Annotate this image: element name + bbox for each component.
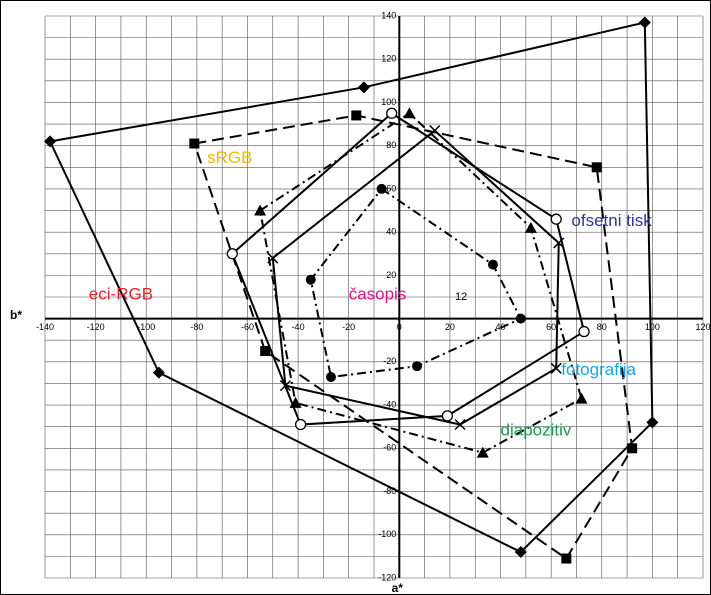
marker <box>454 419 466 431</box>
x-tick-label: -80 <box>190 322 203 332</box>
x-tick-label: -20 <box>342 322 355 332</box>
x-tick-label: -40 <box>292 322 305 332</box>
marker <box>386 107 398 119</box>
marker <box>325 371 336 382</box>
marker <box>376 183 387 194</box>
marker <box>189 138 200 149</box>
series-label: eci-RGB <box>89 284 153 303</box>
marker <box>550 362 562 374</box>
marker <box>575 392 588 404</box>
y-tick-label: 80 <box>386 140 396 150</box>
x-tick-label: -60 <box>241 322 254 332</box>
marker <box>44 135 57 148</box>
marker <box>254 204 267 216</box>
y-tick-label: -80 <box>383 486 396 496</box>
marker <box>351 110 362 121</box>
marker <box>441 410 454 422</box>
marker <box>524 221 537 233</box>
marker <box>561 553 572 564</box>
marker <box>646 416 659 429</box>
marker <box>476 446 489 458</box>
y-axis-label: b* <box>10 308 22 322</box>
marker <box>294 418 307 431</box>
marker <box>260 346 271 357</box>
marker <box>357 81 370 94</box>
x-tick-label: 120 <box>695 322 710 332</box>
y-tick-label: 60 <box>386 183 396 193</box>
y-tick-label: -120 <box>378 572 396 582</box>
y-tick-label: -20 <box>383 356 396 366</box>
x-axis-label: a* <box>392 581 404 595</box>
marker <box>412 361 423 372</box>
x-tick-label: -120 <box>87 322 105 332</box>
marker <box>591 162 602 173</box>
x-tick-label: 0 <box>397 322 402 332</box>
x-tick-label: -140 <box>36 322 54 332</box>
marker <box>267 252 279 264</box>
marker <box>487 259 498 270</box>
series-label: ofsetni tisk <box>571 211 652 230</box>
y-tick-label: 40 <box>386 227 396 237</box>
y-tick-label: -60 <box>383 443 396 453</box>
y-tick-label: 100 <box>381 97 396 107</box>
marker <box>429 125 441 137</box>
marker <box>152 366 165 379</box>
series-label: fotografija <box>561 360 636 379</box>
x-tick-label: 100 <box>645 322 660 332</box>
marker <box>403 107 416 119</box>
marker <box>638 16 651 29</box>
marker <box>550 213 562 225</box>
y-tick-label: -40 <box>383 399 396 409</box>
marker <box>578 325 590 338</box>
marker <box>627 443 638 454</box>
annotation: 12 <box>455 291 467 303</box>
y-tick-label: 120 <box>381 54 396 64</box>
marker <box>514 546 527 559</box>
marker <box>305 274 316 285</box>
x-tick-label: 80 <box>597 322 607 332</box>
y-tick-label: 140 <box>381 10 396 20</box>
x-tick-label: 20 <box>445 322 455 332</box>
series-label: časopis <box>349 284 407 303</box>
series-label: sRGB <box>207 148 252 167</box>
y-tick-label: 20 <box>386 270 396 280</box>
marker <box>226 248 238 260</box>
marker <box>515 313 526 324</box>
x-tick-label: -100 <box>137 322 155 332</box>
y-tick-label: -100 <box>378 529 396 539</box>
series-label: diapozitiv <box>501 420 572 439</box>
x-tick-label: 60 <box>546 322 556 332</box>
